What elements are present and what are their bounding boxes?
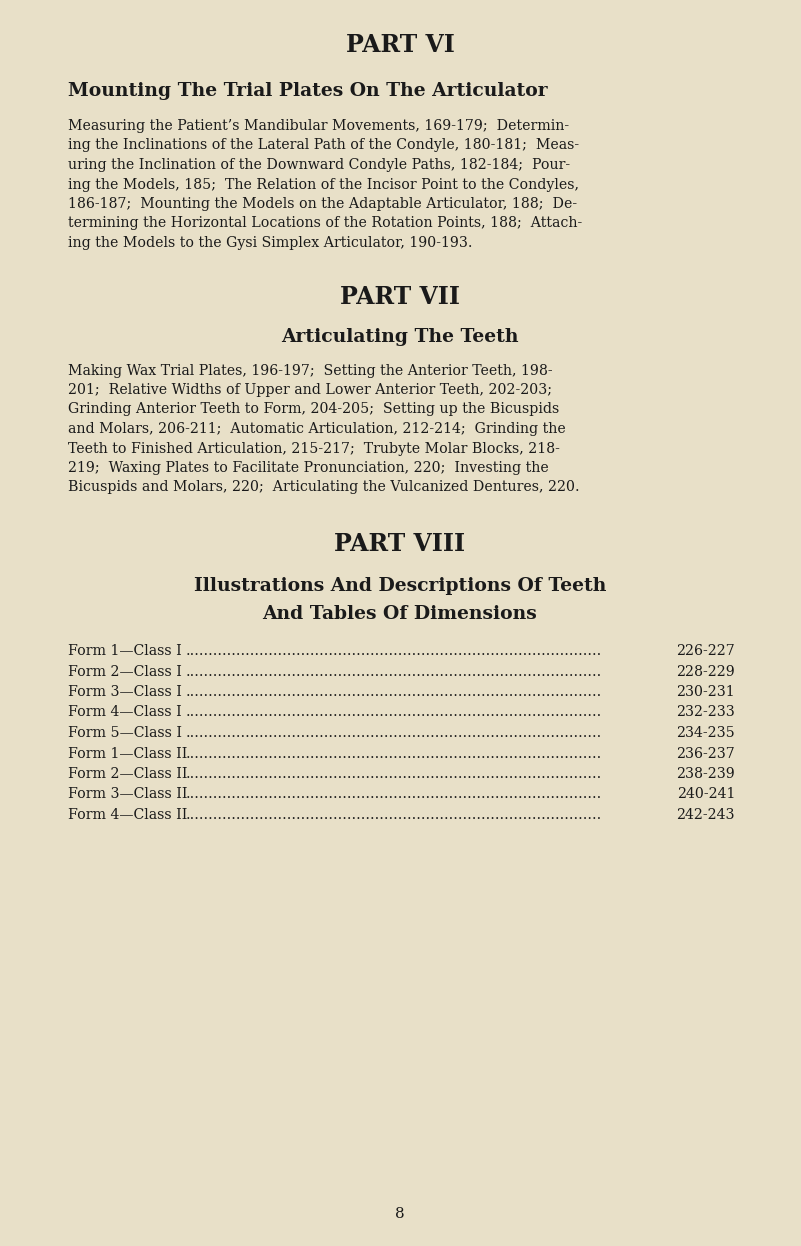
Text: Form 1—Class I: Form 1—Class I xyxy=(68,644,182,658)
Text: Measuring the Patient’s Mandibular Movements, 169-179;  Determin-: Measuring the Patient’s Mandibular Movem… xyxy=(68,120,570,133)
Text: Illustrations And Descriptions Of Teeth: Illustrations And Descriptions Of Teeth xyxy=(194,577,606,596)
Text: Form 5—Class I: Form 5—Class I xyxy=(68,726,182,740)
Text: ing the Models to the Gysi Simplex Articulator, 190-193.: ing the Models to the Gysi Simplex Artic… xyxy=(68,235,473,250)
Text: ................................................................................: ........................................… xyxy=(186,807,602,822)
Text: ing the Models, 185;  The Relation of the Incisor Point to the Condyles,: ing the Models, 185; The Relation of the… xyxy=(68,177,579,192)
Text: Teeth to Finished Articulation, 215-217;  Trubyte Molar Blocks, 218-: Teeth to Finished Articulation, 215-217;… xyxy=(68,441,560,456)
Text: ................................................................................: ........................................… xyxy=(186,768,602,781)
Text: 186-187;  Mounting the Models on the Adaptable Articulator, 188;  De-: 186-187; Mounting the Models on the Adap… xyxy=(68,197,578,211)
Text: Form 3—Class I: Form 3—Class I xyxy=(68,685,182,699)
Text: 242-243: 242-243 xyxy=(677,807,735,822)
Text: And Tables Of Dimensions: And Tables Of Dimensions xyxy=(263,606,537,623)
Text: ................................................................................: ........................................… xyxy=(186,746,602,760)
Text: Mounting The Trial Plates On The Articulator: Mounting The Trial Plates On The Articul… xyxy=(68,82,548,100)
Text: 201;  Relative Widths of Upper and Lower Anterior Teeth, 202-203;: 201; Relative Widths of Upper and Lower … xyxy=(68,383,552,397)
Text: and Molars, 206-211;  Automatic Articulation, 212-214;  Grinding the: and Molars, 206-211; Automatic Articulat… xyxy=(68,422,566,436)
Text: Form 2—Class II: Form 2—Class II xyxy=(68,768,187,781)
Text: Form 3—Class II: Form 3—Class II xyxy=(68,787,187,801)
Text: PART VIII: PART VIII xyxy=(335,532,465,556)
Text: Form 2—Class I: Form 2—Class I xyxy=(68,664,182,679)
Text: 228-229: 228-229 xyxy=(676,664,735,679)
Text: 219;  Waxing Plates to Facilitate Pronunciation, 220;  Investing the: 219; Waxing Plates to Facilitate Pronunc… xyxy=(68,461,549,475)
Text: 232-233: 232-233 xyxy=(676,705,735,719)
Text: ing the Inclinations of the Lateral Path of the Condyle, 180-181;  Meas-: ing the Inclinations of the Lateral Path… xyxy=(68,138,579,152)
Text: 238-239: 238-239 xyxy=(676,768,735,781)
Text: PART VI: PART VI xyxy=(345,32,454,57)
Text: ................................................................................: ........................................… xyxy=(186,664,602,679)
Text: 230-231: 230-231 xyxy=(676,685,735,699)
Text: 8: 8 xyxy=(395,1207,405,1221)
Text: 226-227: 226-227 xyxy=(676,644,735,658)
Text: ................................................................................: ........................................… xyxy=(186,787,602,801)
Text: 240-241: 240-241 xyxy=(677,787,735,801)
Text: ................................................................................: ........................................… xyxy=(186,644,602,658)
Text: uring the Inclination of the Downward Condyle Paths, 182-184;  Pour-: uring the Inclination of the Downward Co… xyxy=(68,158,570,172)
Text: ................................................................................: ........................................… xyxy=(186,685,602,699)
Text: Form 1—Class II: Form 1—Class II xyxy=(68,746,187,760)
Text: 236-237: 236-237 xyxy=(676,746,735,760)
Text: 234-235: 234-235 xyxy=(676,726,735,740)
Text: Form 4—Class I: Form 4—Class I xyxy=(68,705,182,719)
Text: ................................................................................: ........................................… xyxy=(186,705,602,719)
Text: Grinding Anterior Teeth to Form, 204-205;  Setting up the Bicuspids: Grinding Anterior Teeth to Form, 204-205… xyxy=(68,402,559,416)
Text: PART VII: PART VII xyxy=(340,285,460,309)
Text: termining the Horizontal Locations of the Rotation Points, 188;  Attach-: termining the Horizontal Locations of th… xyxy=(68,217,582,231)
Text: Making Wax Trial Plates, 196-197;  Setting the Anterior Teeth, 198-: Making Wax Trial Plates, 196-197; Settin… xyxy=(68,364,553,378)
Text: ................................................................................: ........................................… xyxy=(186,726,602,740)
Text: Form 4—Class II: Form 4—Class II xyxy=(68,807,187,822)
Text: Articulating The Teeth: Articulating The Teeth xyxy=(281,329,519,346)
Text: Bicuspids and Molars, 220;  Articulating the Vulcanized Dentures, 220.: Bicuspids and Molars, 220; Articulating … xyxy=(68,481,580,495)
